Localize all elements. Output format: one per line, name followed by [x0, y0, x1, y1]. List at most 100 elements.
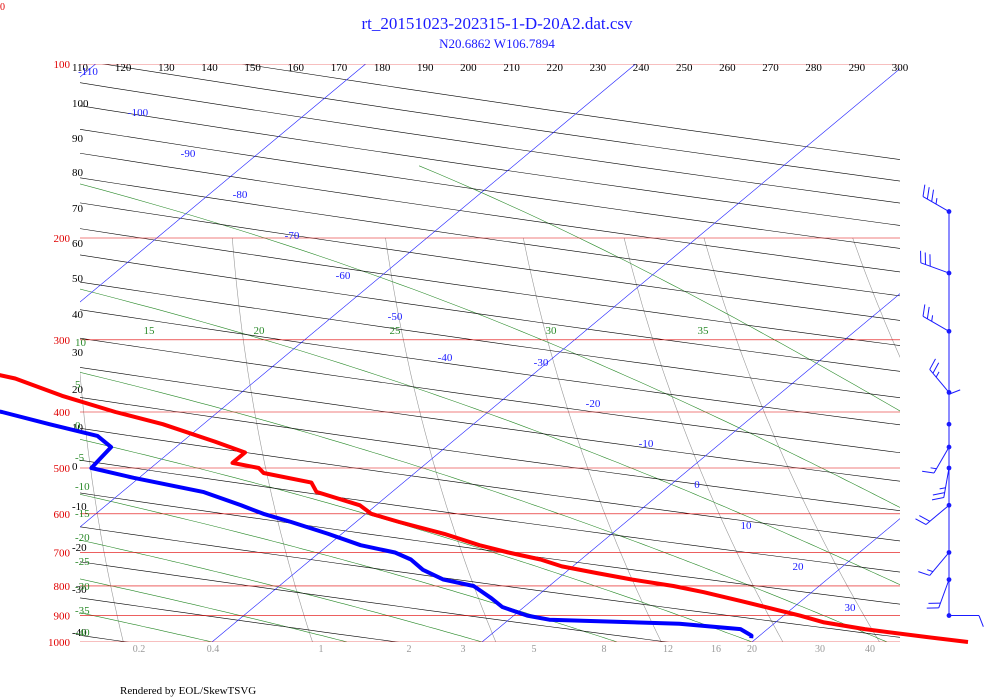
isotherm-label: -100	[128, 107, 149, 119]
wind-barb-flag	[922, 184, 926, 197]
dry-adiabat-label: 20	[72, 384, 84, 396]
theta-tick-label: 180	[374, 62, 391, 74]
dry-adiabat-label: 60	[72, 238, 84, 250]
theta-tick-label: 240	[633, 62, 650, 74]
isotherm	[80, 64, 366, 303]
dry-adiabat-label: -30	[72, 584, 87, 596]
corner-label: 0	[0, 2, 5, 13]
background-grid	[80, 64, 900, 642]
isotherm-label: 20	[793, 561, 805, 573]
wind-barb-flag	[931, 189, 935, 202]
wind-barb-flag	[932, 362, 940, 374]
wind-barb-dot	[946, 209, 952, 214]
chart-subtitle: N20.6862 W106.7894	[439, 36, 555, 51]
wind-barb-dot	[946, 577, 952, 583]
mixing-ratio-label: 2	[407, 644, 412, 655]
theta-tick-label: 220	[546, 62, 563, 74]
dry-adiabat	[80, 281, 900, 399]
grid-lines	[80, 64, 900, 642]
isotherm	[481, 293, 900, 642]
isotherm-label: -90	[181, 148, 196, 160]
dry-adiabat-label: -40	[72, 627, 87, 639]
theta-tick-label: 150	[244, 62, 261, 74]
dry-adiabat-label: 10	[72, 422, 84, 434]
mixing-ratio-label: 20	[747, 644, 757, 655]
dry-adiabat	[80, 254, 900, 372]
theta-e-label: 35	[698, 325, 710, 337]
isotherm-label: -50	[388, 311, 403, 323]
dry-adiabat-label: -20	[72, 542, 87, 554]
pressure-tick-label: 900	[54, 611, 71, 623]
mixing-ratio-label: 30	[815, 644, 825, 655]
pressure-tick-label: 500	[54, 463, 71, 475]
wind-barb-flag	[918, 571, 930, 576]
wind-barb-flag	[919, 515, 931, 522]
mixing-ratio-line	[852, 237, 900, 358]
pressure-tick-label: 400	[54, 407, 71, 419]
wind-barb-flag	[978, 615, 984, 627]
temperature-profile	[0, 373, 969, 644]
wind-barb	[922, 184, 952, 214]
wind-barb-flag	[948, 389, 961, 395]
moist-adiabat	[80, 578, 348, 642]
moist-adiabat-label: -25	[75, 556, 90, 568]
wind-barb-staff	[929, 369, 950, 393]
isotherm-label: 10	[741, 520, 753, 532]
wind-barb-flag	[915, 518, 927, 525]
mixing-ratio-line	[385, 237, 497, 642]
wind-barb	[918, 550, 952, 576]
pressure-tick-label: 300	[54, 335, 71, 347]
isotherm-label: -70	[285, 230, 300, 242]
moist-adiabat	[80, 371, 888, 642]
moist-adiabat	[80, 288, 900, 586]
moist-adiabat	[418, 165, 900, 412]
pressure-tick-label: 100	[54, 59, 71, 71]
moist-adiabat-label: -10	[75, 481, 90, 493]
dry-adiabat	[80, 597, 400, 642]
theta-tick-label: 210	[503, 62, 520, 74]
theta-tick-label: 190	[417, 62, 434, 74]
wind-barb	[946, 389, 961, 427]
dry-adiabat-label: 100	[72, 98, 89, 110]
dry-adiabat	[80, 397, 900, 512]
pressure-tick-label: 700	[54, 547, 71, 559]
moist-adiabat-label: -5	[75, 452, 85, 464]
moist-adiabat-label: -15	[75, 508, 90, 520]
wind-barb-flag	[929, 358, 936, 370]
wind-barb-flag	[932, 492, 945, 496]
dry-adiabat	[80, 228, 900, 346]
wind-barb	[929, 358, 952, 395]
wind-barb	[946, 613, 984, 627]
theta-tick-label: 200	[460, 62, 477, 74]
chart-title: rt_20151023-202315-1-D-20A2.dat.csv	[361, 14, 633, 33]
theta-tick-label: 260	[719, 62, 736, 74]
moist-adiabat-label: -35	[75, 605, 90, 617]
isotherm-label: -30	[534, 357, 549, 369]
mixing-ratio-label: 0.2	[133, 644, 146, 655]
isotherm	[751, 518, 900, 642]
moist-adiabat	[80, 183, 900, 508]
theta-tick-label: 290	[849, 62, 866, 74]
dewpoint-profile	[0, 409, 754, 639]
theta-tick-label: 110	[72, 62, 89, 74]
dry-adiabat	[80, 526, 900, 638]
mixing-ratio-label: 16	[711, 644, 721, 655]
moist-adiabat	[80, 539, 483, 642]
moist-adiabat-label: -40	[75, 627, 90, 639]
moist-adiabat-label: 5	[75, 379, 81, 391]
theta-e-label: 15	[144, 325, 156, 337]
wind-barb-flag	[927, 569, 934, 573]
pressure-tick-label: 1000	[48, 637, 71, 649]
theta-tick-label: 280	[805, 62, 822, 74]
wind-barb-flag	[926, 306, 930, 319]
theta-tick-label: 250	[676, 62, 693, 74]
isotherm-label: -110	[78, 66, 98, 78]
moist-adiabat-label: 10	[75, 337, 87, 349]
dry-adiabat-label: 90	[72, 133, 84, 145]
dry-adiabat-label: 30	[72, 347, 84, 359]
wind-barb-flag	[922, 470, 935, 474]
wind-barb	[922, 304, 952, 334]
sounding-profiles	[0, 373, 969, 644]
wind-barb-flag	[931, 315, 934, 322]
